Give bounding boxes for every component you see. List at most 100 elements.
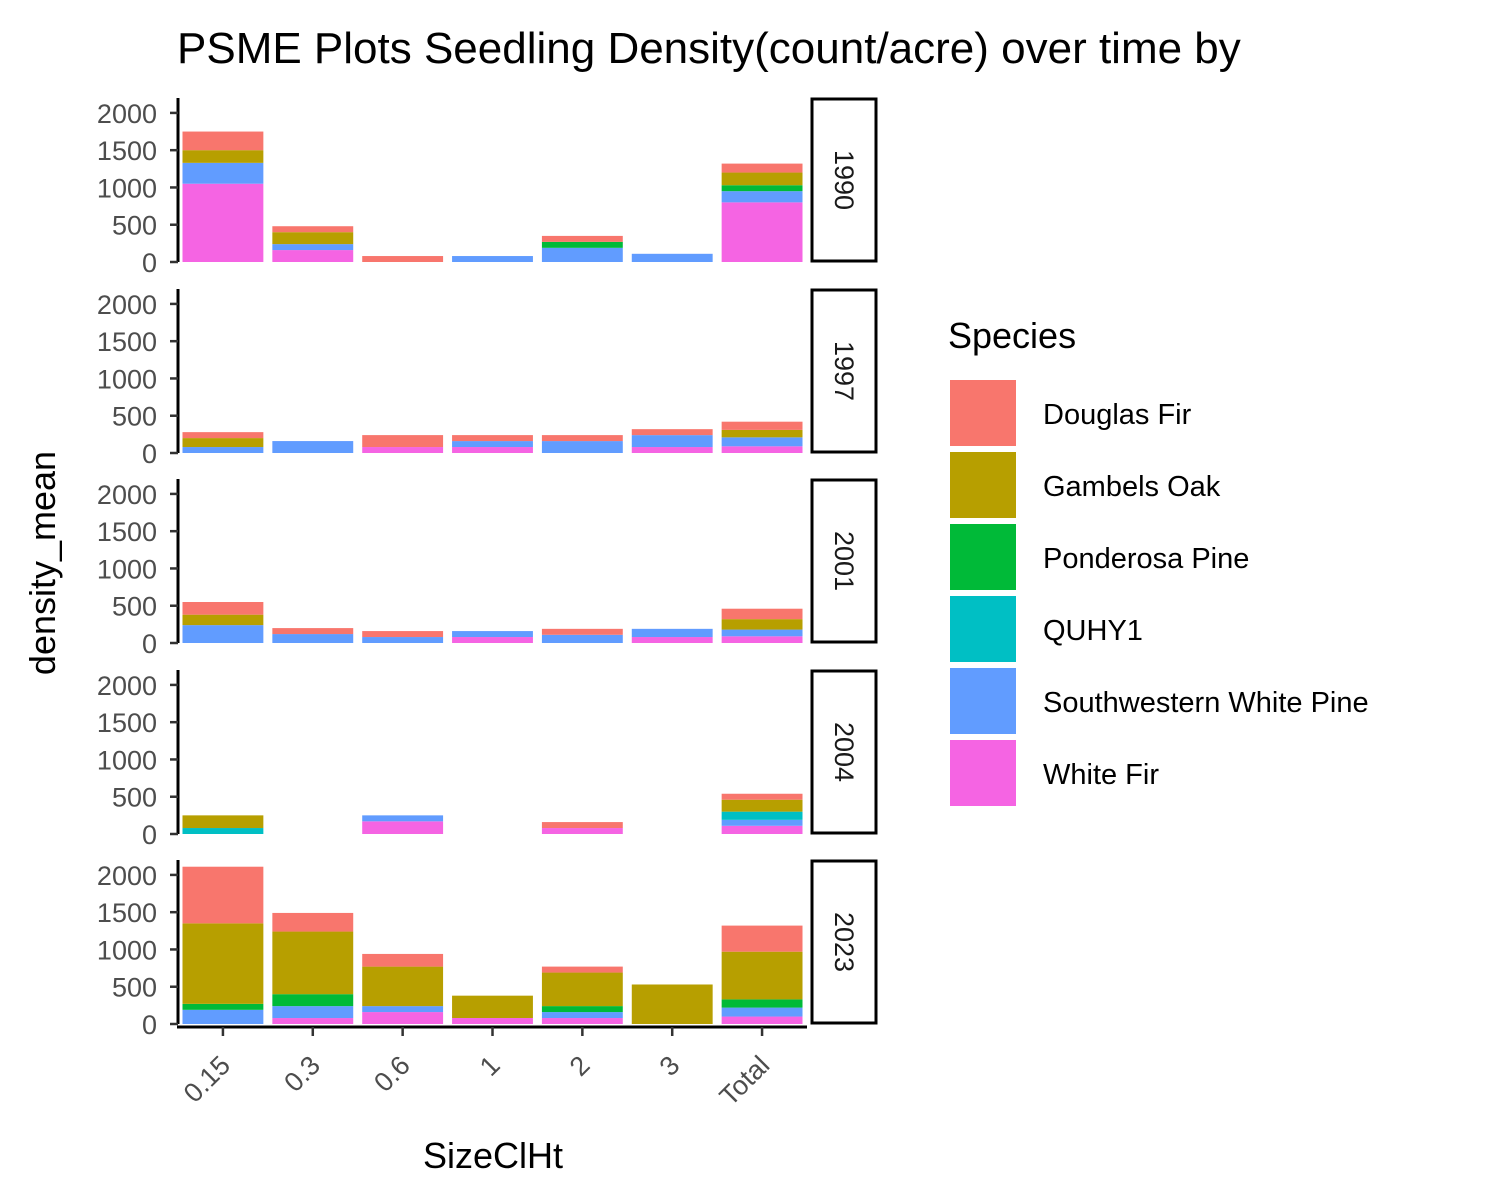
bar-2023-0.3-southwestern-white-pine [272,1006,354,1019]
y-tick-label-2004-500: 500 [112,783,157,813]
bar-2001-1-southwestern-white-pine [452,631,533,638]
legend: Species Douglas Fir Gambels Oak Ponderosa … [948,315,1369,806]
legend-key-white-fir [950,740,1016,806]
bar-1997-Total-gambels-oak [721,429,803,438]
facet-strip-1997 [810,288,878,454]
bar-1990-0.15-southwestern-white-pine [182,162,264,184]
bar-2004-Total-gambels-oak [721,799,803,812]
bar-2023-0.3-gambels-oak [272,931,354,995]
y-tick-label-1997-2000: 2000 [97,290,157,320]
bar-1997-1-douglas-fir [452,435,533,442]
bar-2004-Total-southwestern-white-pine [721,819,803,826]
bar-1990-Total-douglas-fir [721,163,803,173]
bar-2001-Total-douglas-fir [721,608,803,620]
bar-2001-Total-white-fir [721,636,803,643]
bar-1997-1-white-fir [452,447,533,453]
facet-strip-2023 [810,859,878,1025]
y-axis-title: density_mean [22,451,63,675]
x-tick-label-Total: Total [714,1050,776,1112]
bar-1990-Total-ponderosa-pine [721,185,803,192]
bar-1997-1-southwestern-white-pine [452,441,533,448]
bar-2001-2-douglas-fir [541,628,623,635]
y-tick-label-2023-2000: 2000 [97,861,157,891]
bar-2001-0.3-southwestern-white-pine [272,634,354,643]
bar-2023-Total-douglas-fir [721,925,803,952]
x-axis-title: SizeClHt [423,1135,563,1176]
legend-label-southwestern-white-pine: Southwestern White Pine [1043,687,1369,719]
y-tick-label-2023-500: 500 [112,973,157,1003]
y-tick-label-2004-2000: 2000 [97,671,157,701]
facet-strip-label-2001: 2001 [829,531,859,591]
bar-2023-0.3-ponderosa-pine [272,994,354,1007]
legend-key-gambels-oak [950,452,1016,518]
legend-label-white-fir: White Fir [1043,759,1159,791]
bar-2001-0.15-douglas-fir [182,602,264,615]
bar-1997-0.6-douglas-fir [362,435,444,448]
x-tick-label-3: 3 [654,1050,686,1082]
bar-1997-0.15-douglas-fir [182,432,264,439]
y-tick-label-2001-1000: 1000 [97,554,157,584]
bar-2004-0.6-southwestern-white-pine [362,815,444,822]
bar-2001-0.15-southwestern-white-pine [182,625,264,643]
bar-1997-0.6-white-fir [362,447,444,453]
bar-1990-0.15-white-fir [182,183,264,262]
bar-2023-2-gambels-oak [541,972,623,1007]
y-tick-label-1997-0: 0 [142,439,157,469]
y-tick-label-2023-1500: 1500 [97,898,157,928]
bar-2023-Total-southwestern-white-pine [721,1007,803,1017]
x-tick-label-0.3: 0.3 [278,1050,326,1098]
legend-label-ponderosa-pine: Ponderosa Pine [1043,543,1249,575]
facet-panel-1997: 0 500 1000 1500 2000 1997 [97,288,878,469]
bar-1997-0.15-gambels-oak [182,438,264,448]
legend-key-southwestern-white-pine [950,668,1016,734]
y-tick-label-2001-1500: 1500 [97,517,157,547]
legend-label-douglas-fir: Douglas Fir [1043,399,1192,431]
bar-1997-Total-douglas-fir [721,421,803,430]
bar-2004-Total-douglas-fir [721,793,803,800]
bar-1997-0.3-southwestern-white-pine [272,441,354,453]
facet-panel-1990: 0 500 1000 1500 2000 1990 [97,97,878,278]
bar-2004-0.15-gambels-oak [182,815,264,829]
legend-title: Species [948,315,1076,356]
bar-1997-2-southwestern-white-pine [541,441,623,453]
y-tick-label-1990-1500: 1500 [97,136,157,166]
facets-layer: 0 500 1000 1500 2000 1990 0 500 1000 1500 2000 1997… [97,97,878,1040]
bar-2023-2-white-fir [541,1018,623,1024]
y-tick-label-2001-0: 0 [142,629,157,659]
facet-strip-1990 [810,97,878,263]
bar-1990-0.3-douglas-fir [272,226,354,233]
bar-2023-Total-white-fir [721,1016,803,1024]
x-tick-label-1: 1 [474,1050,506,1082]
y-tick-label-2023-1000: 1000 [97,935,157,965]
bar-1990-Total-white-fir [721,202,803,262]
y-tick-label-2004-1500: 1500 [97,708,157,738]
bar-1997-Total-southwestern-white-pine [721,437,803,447]
bar-2023-2-ponderosa-pine [541,1006,623,1013]
legend-key-douglas-fir [950,380,1016,446]
y-tick-label-2004-0: 0 [142,820,157,850]
bar-2004-0.6-white-fir [362,821,444,834]
bar-2023-2-southwestern-white-pine [541,1012,623,1019]
facet-panel-2004: 0 500 1000 1500 2000 2004 [97,669,878,850]
bar-2023-Total-ponderosa-pine [721,999,803,1008]
y-tick-label-1990-0: 0 [142,248,157,278]
bar-2001-0.6-douglas-fir [362,631,444,638]
x-tick-label-0.6: 0.6 [368,1050,416,1098]
bar-2001-0.15-gambels-oak [182,614,264,626]
bar-1997-0.15-southwestern-white-pine [182,447,264,453]
y-tick-label-2004-1000: 1000 [97,745,157,775]
bar-2001-2-southwestern-white-pine [541,634,623,643]
bar-2023-0.6-southwestern-white-pine [362,1006,444,1013]
bar-1990-0.3-southwestern-white-pine [272,244,354,251]
y-tick-label-2001-500: 500 [112,592,157,622]
bar-2004-Total-quhy1 [721,811,803,820]
bar-1990-3-southwestern-white-pine [631,253,713,262]
bar-1997-2-douglas-fir [541,435,623,442]
y-tick-label-1990-500: 500 [112,211,157,241]
bar-1990-0.6-douglas-fir [362,256,444,262]
bar-2001-1-white-fir [452,637,533,643]
bar-1990-Total-gambels-oak [721,172,803,186]
bar-1997-3-southwestern-white-pine [631,435,713,448]
bar-2023-1-white-fir [452,1018,533,1024]
